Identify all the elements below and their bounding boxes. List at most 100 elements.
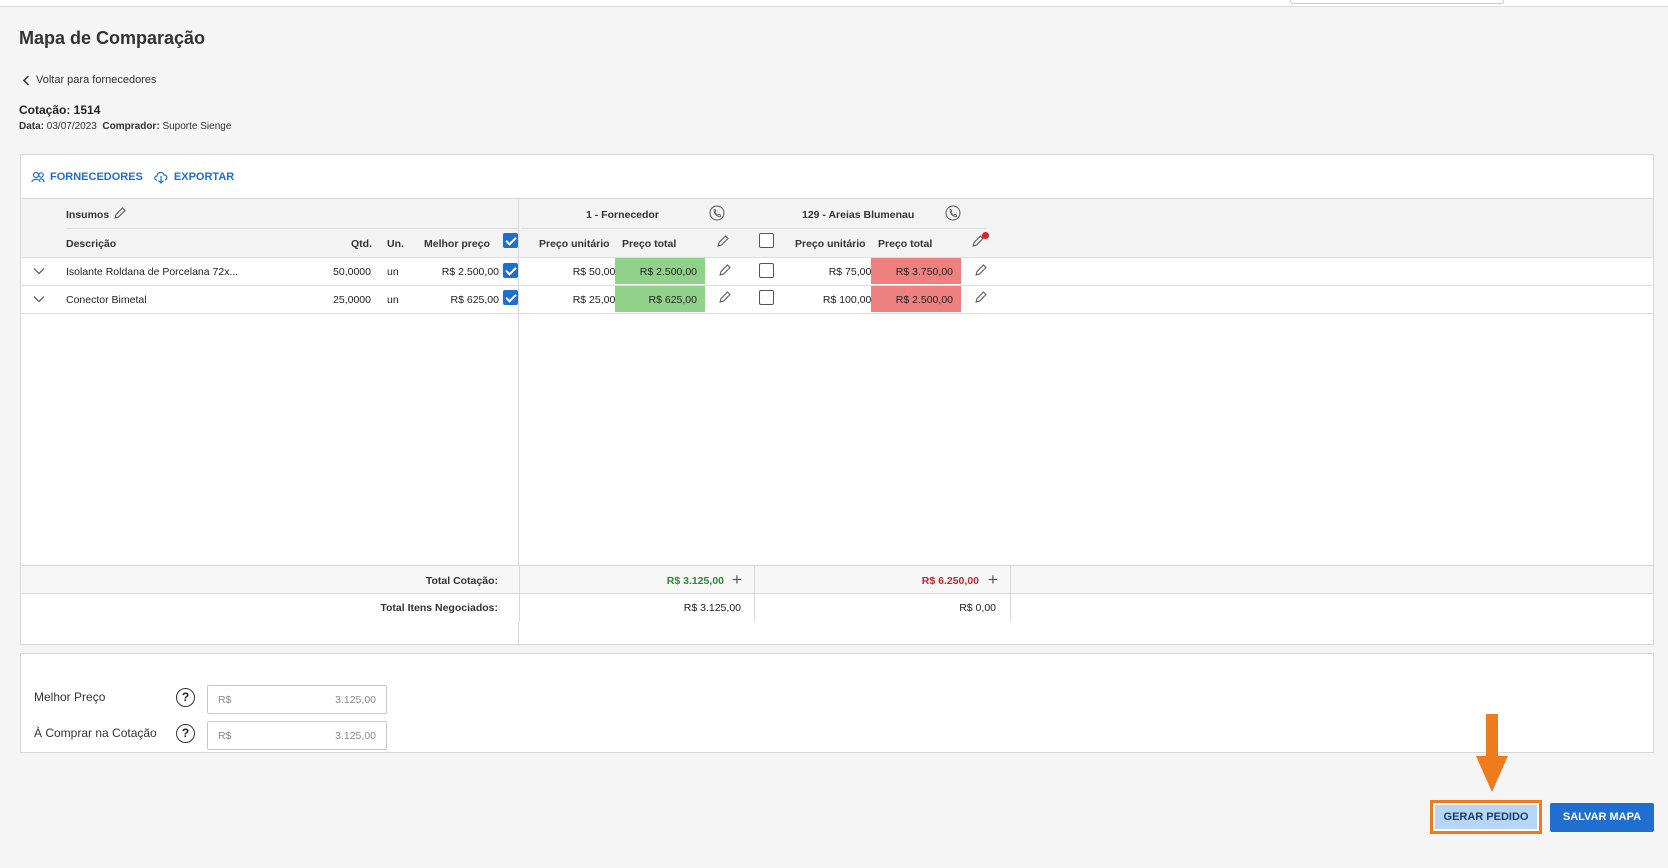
comparison-toolbar: FORNECEDORES EXPORTAR: [21, 155, 1653, 199]
row-melhor-preco: R$ 2.500,00: [441, 266, 499, 278]
edit-row-icon[interactable]: [974, 290, 988, 304]
supplier-1-name: 1 - Fornecedor: [586, 209, 659, 221]
edit-insumos-icon[interactable]: [113, 206, 127, 220]
totals-divider: [1010, 565, 1011, 621]
add-icon[interactable]: +: [732, 570, 742, 589]
row-supplier-2-checkbox[interactable]: [759, 263, 774, 278]
row-supplier-2-checkbox[interactable]: [759, 290, 774, 305]
insumos-header: Insumos: [66, 209, 110, 221]
gerar-pedido-button[interactable]: GERAR PEDIDO: [1430, 800, 1542, 834]
page-title: Mapa de Comparação: [19, 28, 206, 48]
top-bar: [0, 0, 1668, 7]
col-descricao: Descrição: [66, 238, 117, 250]
back-link-label: Voltar para fornecedores: [36, 74, 157, 86]
comparison-grid: Insumos Descrição Qtd. Un. Melhor preço …: [21, 199, 1653, 646]
supplier-2-col-unit: Preço unitário: [795, 238, 866, 250]
row-supplier-1-total: R$ 625,00: [648, 294, 697, 306]
row-supplier-1-checkbox[interactable]: [503, 290, 518, 305]
edit-row-icon[interactable]: [974, 263, 988, 277]
supplier-2-col-total: Preço total: [878, 238, 933, 250]
export-button[interactable]: EXPORTAR: [153, 170, 234, 184]
chevron-left-icon: [22, 74, 30, 86]
summary-panel: Melhor Preço ? R$ 3.125,00 À Comprar na …: [20, 653, 1654, 753]
insumos-column: [21, 199, 519, 646]
totals-divider: [519, 565, 520, 621]
comprar-field[interactable]: R$ 3.125,00: [207, 721, 387, 750]
help-icon[interactable]: ?: [176, 688, 195, 707]
col-qtd: Qtd.: [351, 238, 372, 250]
row-divider: [21, 285, 1653, 286]
supplier-2-total-negociados: R$ 0,00: [959, 602, 996, 614]
row-qtd: 50,0000: [333, 266, 371, 278]
row-supplier-2-unit: R$ 75,0000: [828, 266, 883, 278]
supplier-1-col-unit: Preço unitário: [539, 238, 610, 250]
row-supplier-1-unit: R$ 25,0000: [572, 294, 627, 306]
row-melhor-preco: R$ 625,00: [450, 294, 499, 306]
arrow-down-icon: [1476, 714, 1508, 792]
help-icon[interactable]: ?: [176, 724, 195, 743]
worse-price-highlight: [871, 258, 961, 284]
gerar-pedido-label: GERAR PEDIDO: [1435, 805, 1537, 829]
row-supplier-1-total: R$ 2.500,00: [639, 266, 697, 278]
row-un: un: [387, 266, 399, 278]
date-value: 03/07/2023: [46, 121, 97, 132]
edit-row-icon[interactable]: [718, 263, 732, 277]
supplier-2-total-cotacao: R$ 6.250,00: [921, 575, 979, 587]
melhor-preco-value: 3.125,00: [335, 694, 376, 706]
add-icon[interactable]: +: [988, 570, 998, 589]
best-price-highlight: [615, 286, 705, 312]
edit-supplier-1-icon[interactable]: [716, 234, 730, 248]
notification-dot: [982, 232, 989, 239]
date-label: Data:: [19, 121, 45, 132]
melhor-preco-field[interactable]: R$ 3.125,00: [207, 685, 387, 714]
buyer-value: Suporte Sienge: [162, 121, 232, 132]
chevron-down-icon[interactable]: [33, 295, 45, 303]
supplier-1-select-all-checkbox[interactable]: [503, 233, 518, 248]
row-qtd: 25,0000: [333, 294, 371, 306]
supplier-2-name: 129 - Areias Blumenau: [802, 209, 915, 221]
supplier-1-col-total: Preço total: [622, 238, 677, 250]
suppliers-button[interactable]: FORNECEDORES: [31, 171, 143, 183]
export-button-label: EXPORTAR: [173, 170, 235, 183]
back-link[interactable]: Voltar para fornecedores: [22, 74, 156, 86]
best-price-highlight: [615, 258, 705, 284]
edit-row-icon[interactable]: [718, 290, 732, 304]
comparison-panel: FORNECEDORES EXPORTAR Insumos Descrição …: [20, 154, 1654, 646]
edit-supplier-2-icon[interactable]: [971, 234, 985, 248]
header-divider: [66, 228, 518, 229]
row-divider: [21, 313, 1653, 314]
col-un: Un.: [387, 238, 404, 250]
supplier-1-total-negociados: R$ 3.125,00: [683, 602, 741, 614]
quote-number: Cotação: 1514: [19, 103, 101, 117]
supplier-2-divider: [750, 228, 986, 229]
cloud-download-icon: [154, 171, 168, 184]
top-dropdown[interactable]: [1290, 0, 1504, 4]
header-bottom-line: [21, 257, 1653, 258]
total-cotacao-label: Total Cotação:: [425, 575, 498, 587]
worse-price-highlight: [871, 286, 961, 312]
total-negociados-row: Total Itens Negociados: R$ 3.125,00 R$ 0…: [21, 593, 1653, 621]
salvar-mapa-button[interactable]: SALVAR MAPA: [1550, 803, 1654, 832]
supplier-2-select-all-checkbox[interactable]: [759, 233, 774, 248]
supplier-1-total-cotacao: R$ 3.125,00: [666, 575, 724, 587]
chevron-down-icon[interactable]: [33, 267, 45, 275]
comprar-value: 3.125,00: [335, 730, 376, 742]
row-descricao: Conector Bimetal: [66, 294, 147, 306]
quote-meta: Data: 03/07/2023 Comprador: Suporte Sien…: [19, 121, 231, 132]
supplier-1-divider: [521, 228, 754, 229]
row-un: un: [387, 294, 399, 306]
row-supplier-1-unit: R$ 50,0000: [572, 266, 627, 278]
people-icon: [31, 171, 45, 182]
buyer-label: Comprador:: [102, 121, 160, 132]
row-supplier-2-total: R$ 3.750,00: [895, 266, 953, 278]
row-supplier-2-unit: R$ 100,0000: [822, 294, 883, 306]
row-supplier-2-total: R$ 2.500,00: [895, 294, 953, 306]
total-cotacao-row: Total Cotação: R$ 3.125,00 + R$ 6.250,00…: [21, 565, 1653, 593]
currency-prefix: R$: [218, 694, 232, 706]
suppliers-button-label: FORNECEDORES: [50, 170, 143, 183]
totals-divider: [754, 565, 755, 621]
phone-icon[interactable]: [709, 205, 725, 221]
total-negociados-label: Total Itens Negociados:: [380, 602, 498, 614]
row-supplier-1-checkbox[interactable]: [503, 263, 518, 278]
phone-icon[interactable]: [945, 205, 961, 221]
